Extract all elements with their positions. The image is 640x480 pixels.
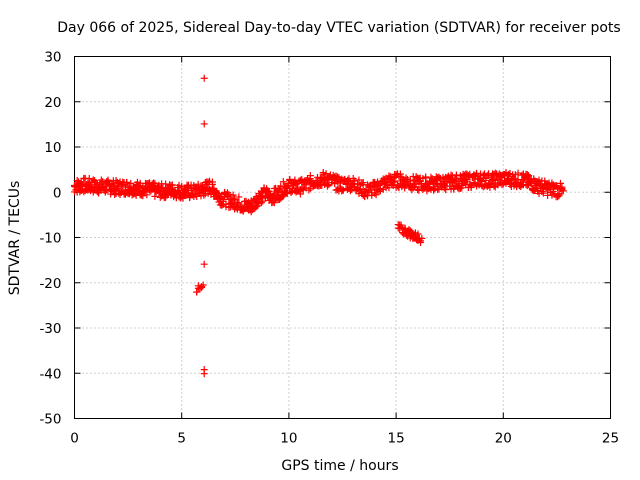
data-marker xyxy=(143,191,151,199)
data-marker xyxy=(523,171,531,179)
data-marker xyxy=(389,178,397,186)
data-marker xyxy=(555,190,563,198)
data-marker xyxy=(451,176,459,184)
data-marker xyxy=(514,169,522,177)
y-tick-label: -20 xyxy=(39,276,61,292)
data-marker xyxy=(391,173,399,181)
x-tick-label: 25 xyxy=(602,431,619,447)
data-marker xyxy=(396,170,404,178)
data-marker xyxy=(523,182,531,190)
data-marker xyxy=(406,227,414,235)
x-tick-label: 5 xyxy=(177,431,186,447)
data-marker xyxy=(409,184,417,192)
data-marker xyxy=(323,181,331,189)
data-marker xyxy=(257,199,265,207)
y-tick-label: 10 xyxy=(44,140,61,156)
data-marker xyxy=(151,192,159,200)
data-marker xyxy=(371,189,379,197)
x-tick-label: 10 xyxy=(280,431,297,447)
data-marker xyxy=(225,190,233,198)
outlier-marker xyxy=(200,370,208,378)
data-marker xyxy=(193,288,201,296)
x-tick-labels: 0 5 10 15 20 25 xyxy=(70,431,619,447)
data-marker xyxy=(525,172,533,180)
data-markers xyxy=(71,74,567,378)
data-marker xyxy=(298,185,306,193)
data-marker xyxy=(339,186,347,194)
y-tick-labels: -50 -40 -30 -20 -10 0 10 20 30 xyxy=(39,50,61,428)
data-marker xyxy=(208,180,216,188)
data-marker xyxy=(235,193,243,201)
data-marker xyxy=(306,172,314,180)
data-marker xyxy=(92,179,100,187)
data-marker xyxy=(491,169,499,177)
y-tick-label: -50 xyxy=(39,412,61,428)
x-tick-label: 15 xyxy=(388,431,405,447)
data-marker xyxy=(123,178,131,186)
data-marker xyxy=(113,182,121,190)
grid-lines xyxy=(74,56,611,419)
y-tick-label: 0 xyxy=(53,185,62,201)
data-marker xyxy=(464,172,472,180)
data-marker xyxy=(397,221,405,229)
data-marker xyxy=(279,178,287,186)
x-axis-label: GPS time / hours xyxy=(281,458,398,474)
data-marker xyxy=(333,173,341,181)
data-marker xyxy=(418,234,426,242)
data-marker xyxy=(473,169,480,177)
data-marker xyxy=(229,196,237,204)
y-tick-label: -40 xyxy=(39,366,61,382)
outlier-marker xyxy=(200,260,208,268)
data-marker xyxy=(277,185,285,193)
x-tick-label: 0 xyxy=(70,431,79,447)
chart-title: Day 066 of 2025, Sidereal Day-to-day VTE… xyxy=(57,20,620,36)
data-marker xyxy=(200,191,208,199)
data-marker xyxy=(558,186,566,194)
y-tick-label: -30 xyxy=(39,321,61,337)
data-marker xyxy=(167,182,175,190)
data-marker xyxy=(270,199,278,207)
data-marker xyxy=(482,174,490,182)
data-marker xyxy=(283,190,291,198)
y-tick-label: 30 xyxy=(44,50,61,66)
data-marker xyxy=(199,281,207,289)
outlier-marker xyxy=(200,120,208,128)
data-marker xyxy=(559,187,567,195)
data-marker xyxy=(139,192,147,200)
outlier-marker xyxy=(200,74,208,82)
data-marker xyxy=(198,283,206,291)
data-marker xyxy=(414,230,422,238)
data-marker xyxy=(235,199,243,207)
data-marker xyxy=(538,188,546,196)
y-axis-label: SDTVAR / TECUs xyxy=(7,181,23,296)
y-tick-label: 20 xyxy=(44,95,61,111)
x-tick-label: 20 xyxy=(495,431,512,447)
data-marker xyxy=(552,182,560,190)
data-marker xyxy=(231,195,239,203)
y-tick-label: -10 xyxy=(39,231,61,247)
data-marker xyxy=(288,182,296,190)
data-marker xyxy=(474,180,482,188)
data-marker xyxy=(95,189,103,197)
